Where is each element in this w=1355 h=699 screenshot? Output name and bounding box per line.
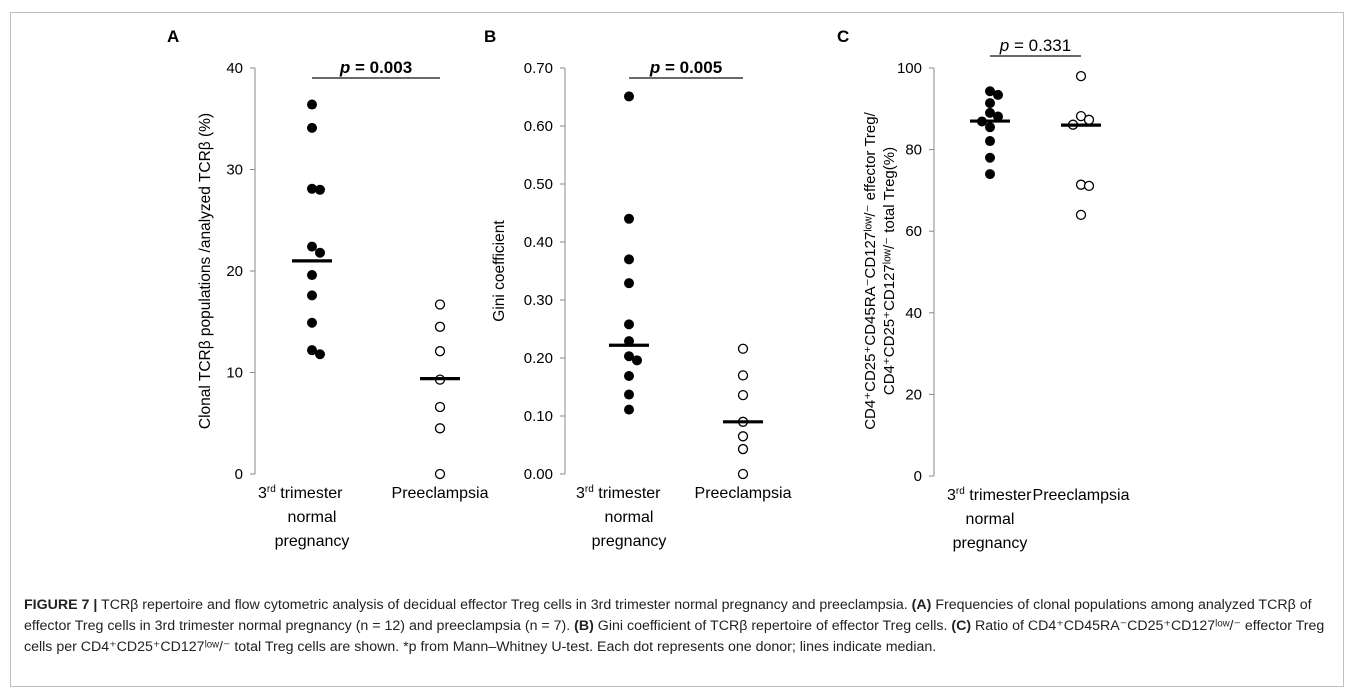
panel-b-y-tick-label: 0.30 bbox=[524, 292, 553, 309]
panel-c-point bbox=[985, 136, 995, 147]
panel-b-point bbox=[624, 351, 634, 362]
panel-a-point bbox=[307, 270, 317, 281]
panel-b-label: B bbox=[484, 27, 496, 46]
panel-b-point bbox=[624, 213, 634, 224]
panel-c-point bbox=[985, 86, 995, 97]
panel-b-pvalue: p = 0.005 bbox=[649, 58, 722, 77]
panel-a-point bbox=[315, 184, 325, 195]
panel-c-point bbox=[993, 111, 1003, 122]
panel-c-y-tick-label: 0 bbox=[914, 468, 922, 485]
panel-a-point bbox=[434, 299, 446, 310]
panel-b-point bbox=[624, 404, 634, 415]
panel-a-point bbox=[434, 468, 446, 480]
panel-b-point bbox=[632, 355, 642, 366]
caption-head: FIGURE 7 | bbox=[24, 597, 98, 613]
panel-a-point bbox=[307, 183, 317, 194]
panel-c-y-tick-label: 100 bbox=[897, 60, 922, 77]
panel-c-y-axis-title-line2: CD4⁺CD25⁺CD127ˡᵒʷ/⁻ total Treg(%) bbox=[881, 147, 898, 395]
panel-a-label: A bbox=[167, 27, 179, 46]
panel-a-point bbox=[434, 401, 446, 413]
panel-a-point bbox=[307, 290, 317, 301]
panel-c-point bbox=[985, 98, 995, 109]
panel-c-pvalue: p = 0.331 bbox=[999, 36, 1071, 55]
panel-c-y-tick-label: 20 bbox=[905, 386, 922, 403]
panel-a-point bbox=[307, 345, 317, 356]
figure-frame bbox=[10, 12, 1344, 687]
panel-a-y-tick-label: 30 bbox=[226, 162, 243, 179]
panel-a-point bbox=[315, 247, 325, 258]
panel-c-y-axis-title-line1: CD4⁺CD25⁺CD45RA⁻CD127ˡᵒʷ/⁻ effector Treg… bbox=[862, 111, 879, 429]
panel-b-point bbox=[624, 319, 634, 330]
figure-panels: A 0 10 20 30 40 Clonal TCRβ populations /analy… bbox=[167, 27, 1130, 552]
panel-a-pvalue: p = 0.003 bbox=[339, 58, 412, 77]
panel-c-y-tick-label: 80 bbox=[905, 142, 922, 159]
panel-b-point bbox=[737, 443, 749, 455]
panel-a-y-tick-label: 0 bbox=[235, 466, 243, 483]
panel-b-y-tick-label: 0.10 bbox=[524, 408, 553, 425]
panel-a-point bbox=[434, 346, 446, 357]
panel-c-point bbox=[1075, 71, 1087, 82]
panel-b-point bbox=[737, 431, 749, 442]
panel-c-label: C bbox=[837, 27, 849, 46]
panel-b-point bbox=[737, 370, 749, 381]
panel-c-category-label-line: normal bbox=[966, 511, 1015, 528]
panel-b-point bbox=[737, 343, 749, 354]
panel-b-category-label-line: normal bbox=[605, 509, 654, 526]
panel-a-y-axis-title: Clonal TCRβ populations /analyzed TCRβ (… bbox=[197, 113, 214, 429]
caption-a-text: Frequencies of clonal populations among … bbox=[24, 597, 1312, 634]
panel-b-category-label-line: pregnancy bbox=[592, 533, 667, 550]
panel-a-y-tick-label: 20 bbox=[226, 263, 243, 280]
panel-b-y-tick-label: 0.50 bbox=[524, 176, 553, 193]
panel-c-y-tick-label: 40 bbox=[905, 305, 922, 322]
panel-c-category-label-line: 3rd trimester bbox=[947, 486, 1032, 504]
panel-a-point bbox=[315, 349, 325, 360]
caption-b-label: (B) bbox=[574, 618, 594, 634]
panel-b-point bbox=[624, 370, 634, 381]
panel-b-point bbox=[737, 389, 749, 401]
panel-b-y-tick-label: 0.70 bbox=[524, 60, 553, 77]
panel-c-point bbox=[1083, 180, 1095, 192]
panel-a-point bbox=[307, 241, 317, 252]
caption-c-label: (C) bbox=[951, 618, 972, 634]
panel-b-category-label-line: 3rd trimester bbox=[576, 484, 661, 502]
figure-caption: FIGURE 7 | TCRβ repertoire and flow cyto… bbox=[24, 595, 1334, 658]
panel-c-category-label-line: Preeclampsia bbox=[1033, 487, 1130, 504]
panel-b-point bbox=[624, 389, 634, 400]
panel-a-category-label-line: pregnancy bbox=[275, 533, 350, 550]
panel-a-category-label-line: Preeclampsia bbox=[392, 485, 489, 502]
panel-b-y-tick-label: 0.40 bbox=[524, 234, 553, 251]
panel-b-y-axis-title: Gini coefficient bbox=[491, 220, 508, 322]
panel-b-y-tick-label: 0.00 bbox=[524, 466, 553, 483]
panel-c-point bbox=[993, 89, 1003, 100]
panel-b-y-tick-label: 0.20 bbox=[524, 350, 553, 367]
panel-a-point bbox=[307, 99, 317, 110]
panel-a-point bbox=[434, 321, 446, 332]
panel-b-point bbox=[624, 278, 634, 289]
panel-c-point bbox=[1083, 114, 1095, 125]
panel-b-y-tick-label: 0.60 bbox=[524, 118, 553, 135]
panel-b-point bbox=[624, 91, 634, 102]
panel-b-point bbox=[624, 254, 634, 265]
panel-c-point bbox=[985, 107, 995, 118]
caption-text: TCRβ repertoire and flow cytometric anal… bbox=[97, 597, 912, 613]
panel-c-category-label-line: pregnancy bbox=[953, 535, 1028, 552]
panel-c-y-tick-label: 60 bbox=[905, 223, 922, 240]
panel-c-point bbox=[985, 122, 995, 133]
panel-a-point bbox=[307, 122, 317, 133]
panel-c-point bbox=[985, 152, 995, 163]
panel-a-point bbox=[307, 317, 317, 328]
panel-c-point bbox=[985, 169, 995, 180]
panel-a-y-tick-label: 40 bbox=[226, 60, 243, 77]
panel-a-category-label-line: 3rd trimester bbox=[258, 484, 343, 502]
caption-c-text: Ratio of CD4⁺CD45RA⁻CD25⁺CD127ˡᵒʷ/⁻ effe… bbox=[24, 618, 1325, 655]
panel-a-point bbox=[434, 423, 446, 434]
caption-b-text: Gini coefficient of TCRβ repertoire of e… bbox=[593, 618, 952, 634]
panel-b-category-label-line: Preeclampsia bbox=[695, 485, 792, 502]
panel-a-y-tick-label: 10 bbox=[226, 365, 243, 382]
caption-a-label: (A) bbox=[911, 597, 932, 613]
panel-a-category-label-line: normal bbox=[288, 509, 337, 526]
panel-b-point bbox=[737, 468, 749, 480]
panel-c-point bbox=[1075, 209, 1087, 221]
